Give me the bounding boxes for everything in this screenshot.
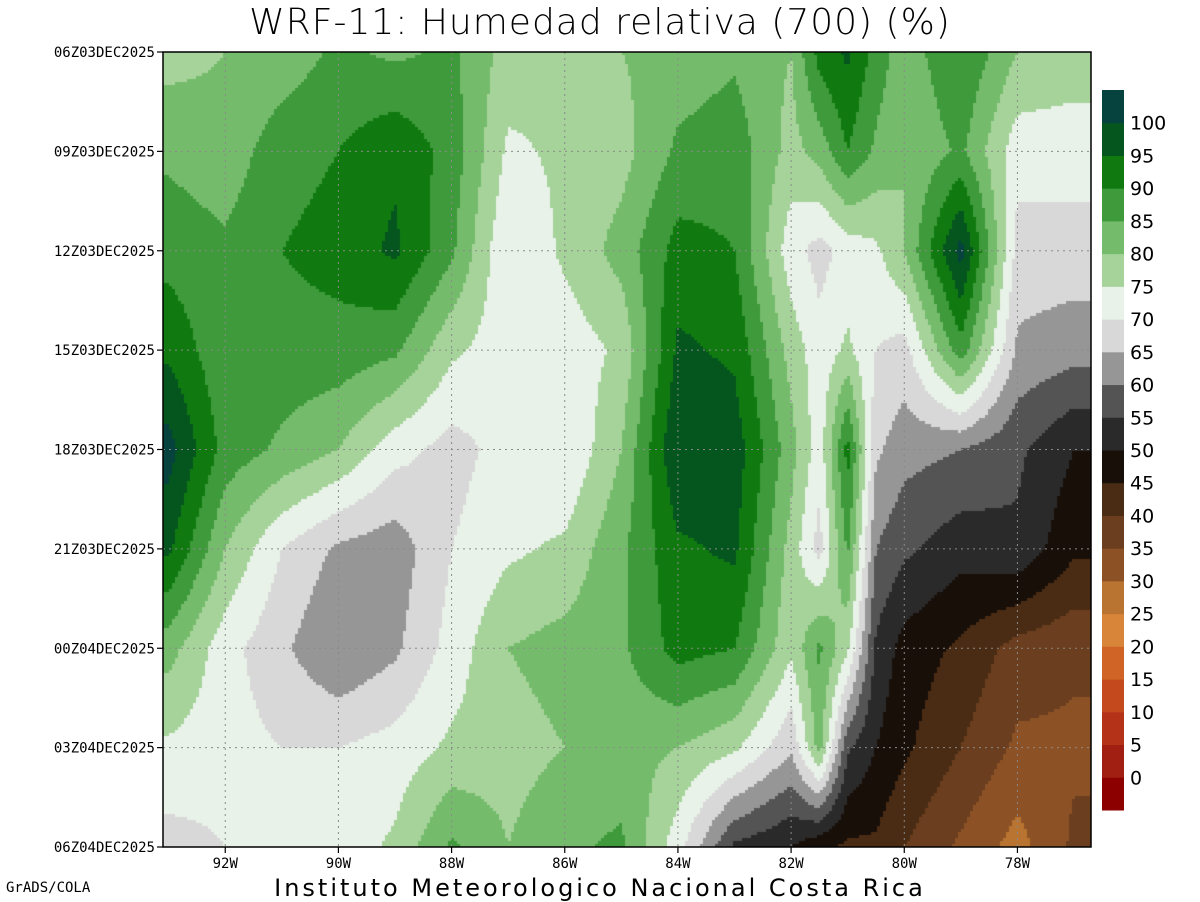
y-tick-label: 18Z03DEC2025	[54, 443, 155, 459]
footer-institution-label: Instituto Meteorologico Nacional Costa R…	[274, 874, 926, 902]
colorbar-label: 85	[1130, 211, 1154, 233]
colorbar-swatch	[1102, 744, 1124, 778]
chart-title: WRF-11: Humedad relativa (700) (%)	[249, 2, 951, 43]
colorbar-swatch	[1102, 515, 1124, 549]
colorbar-swatch	[1102, 351, 1124, 386]
colorbar-swatch	[1102, 450, 1124, 484]
x-tick-label: 92W	[213, 856, 239, 872]
x-tick-label: 84W	[665, 856, 691, 872]
colorbar-label: 95	[1130, 145, 1154, 167]
colorbar-label: 25	[1130, 604, 1154, 626]
grid-lines	[163, 51, 1091, 848]
colorbar-swatch	[1102, 711, 1124, 746]
colorbar-label: 55	[1130, 407, 1154, 429]
x-tick-label: 78W	[1005, 856, 1031, 872]
footer-software-label: GrADS/COLA	[6, 880, 91, 896]
colorbar-label: 40	[1130, 505, 1154, 527]
x-tick-label: 90W	[326, 856, 352, 872]
x-tick-label: 80W	[892, 856, 918, 872]
colorbar-label: 5	[1130, 735, 1142, 757]
colorbar-label: 15	[1130, 669, 1154, 691]
colorbar-swatch	[1102, 319, 1124, 353]
colorbar-swatch	[1102, 646, 1124, 680]
colorbar-swatch	[1102, 188, 1124, 222]
y-tick-label: 06Z04DEC2025	[54, 840, 155, 856]
y-tick-label: 06Z03DEC2025	[54, 45, 155, 61]
colorbar-swatch	[1102, 253, 1124, 287]
y-tick-label: 00Z04DEC2025	[54, 641, 155, 657]
colorbar-swatch	[1102, 220, 1124, 255]
colorbar-label: 75	[1130, 276, 1154, 298]
colorbar-swatch	[1102, 613, 1124, 647]
colorbar-swatch	[1102, 777, 1124, 811]
x-tick-label: 86W	[552, 856, 578, 872]
colorbar-swatch	[1102, 155, 1124, 189]
colorbar-label: 45	[1130, 473, 1154, 495]
colorbar-label: 90	[1130, 178, 1154, 200]
colorbar-label: 10	[1130, 702, 1154, 724]
colorbar-swatch	[1102, 90, 1124, 124]
axes: 06Z03DEC2025 09Z03DEC2025 12Z03DEC2025 15Z0…	[54, 45, 1092, 872]
colorbar-label: 50	[1130, 440, 1154, 462]
colorbar-label: 70	[1130, 309, 1154, 331]
colorbar-label: 60	[1130, 375, 1154, 397]
y-tick-label: 03Z04DEC2025	[54, 741, 155, 757]
colorbar-label: 30	[1130, 571, 1154, 593]
colorbar-label: 20	[1130, 636, 1154, 658]
colorbar: 0 5 10 15 20 25 30 35 40 45 50 55 60 65 70 75 80 85 90 95 10…	[1102, 90, 1166, 811]
colorbar-label: 65	[1130, 342, 1154, 364]
colorbar-label: 35	[1130, 538, 1154, 560]
colorbar-swatch	[1102, 122, 1124, 156]
colorbar-label: 100	[1130, 113, 1166, 135]
colorbar-swatch	[1102, 286, 1124, 320]
colorbar-swatch	[1102, 580, 1124, 615]
y-tick-label: 15Z03DEC2025	[54, 343, 155, 359]
colorbar-label: 80	[1130, 244, 1154, 266]
y-tick-label: 09Z03DEC2025	[54, 144, 155, 160]
y-tick-label: 21Z03DEC2025	[54, 542, 155, 558]
x-tick-label: 82W	[778, 856, 804, 872]
y-tick-label: 12Z03DEC2025	[54, 244, 155, 260]
colorbar-swatch	[1102, 417, 1124, 451]
colorbar-swatch	[1102, 548, 1124, 582]
colorbar-swatch	[1102, 482, 1124, 516]
colorbar-swatch	[1102, 384, 1124, 418]
x-tick-label: 88W	[439, 856, 465, 872]
colorbar-swatch	[1102, 679, 1124, 713]
colorbar-label: 0	[1130, 767, 1142, 789]
